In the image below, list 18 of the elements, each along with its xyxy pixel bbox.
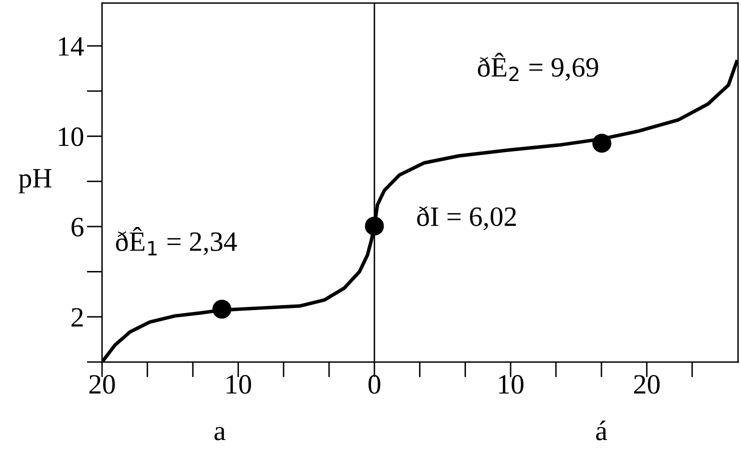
y-tick-label: 14 [58, 37, 84, 56]
x-tick-label: 20 [634, 375, 660, 394]
y-tick-label: 10 [58, 127, 84, 146]
point [212, 300, 232, 319]
point [364, 216, 384, 236]
point [592, 134, 612, 153]
annotation: ðÊ$_{2}$ = 9,69 [478, 52, 598, 82]
annotation: ðÊ$_{1}$ = 2,34 [116, 227, 237, 256]
x-tick-label: 10 [499, 375, 524, 394]
y-tick-label: 2 [72, 308, 83, 326]
x-tick-label: 0 [368, 375, 380, 394]
y-axis-title: pH [18, 169, 52, 194]
x-tick-label: 10 [226, 375, 252, 394]
x-tick-label: 20 [89, 375, 115, 394]
y-tick-label: 6 [72, 218, 84, 236]
text: á [596, 420, 608, 440]
text: a [214, 426, 226, 440]
annotation: ðI = 6,02 [417, 206, 516, 230]
